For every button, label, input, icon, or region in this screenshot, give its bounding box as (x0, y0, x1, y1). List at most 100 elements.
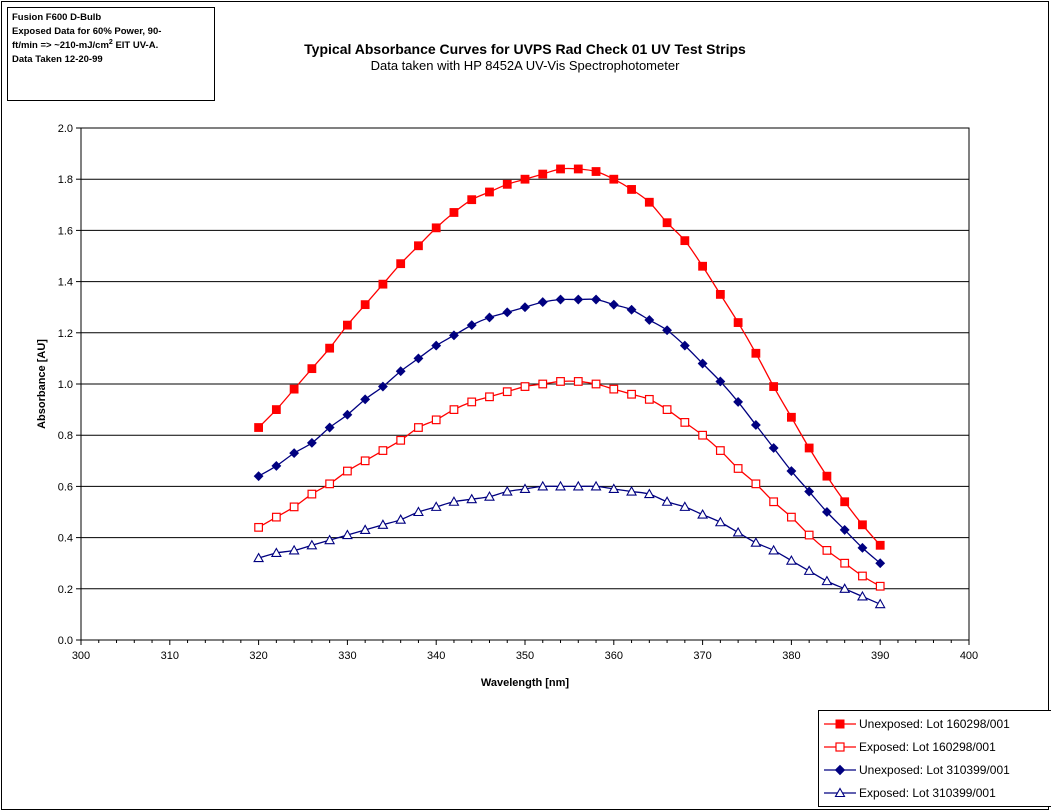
x-tick-label: 350 (516, 650, 534, 662)
data-point (591, 379, 601, 389)
data-point (537, 480, 549, 491)
x-tick-label: 310 (161, 650, 179, 662)
data-point (449, 330, 459, 341)
data-point (271, 512, 281, 522)
note-line-1: Fusion F600 D-Bulb (12, 12, 102, 23)
data-point (875, 540, 885, 550)
y-tick-label: 1.6 (58, 225, 73, 237)
data-point (414, 423, 423, 432)
series-line-2 (258, 298, 881, 564)
data-point (591, 167, 601, 176)
note-line-3-superscript: 2 (108, 38, 113, 46)
data-point (341, 529, 353, 540)
note-line-2: Exposed Data for 60% Power, 90- (12, 26, 162, 37)
data-point (431, 223, 441, 233)
data-point (573, 164, 583, 174)
data-point (324, 534, 336, 545)
data-point (325, 343, 335, 353)
data-point (751, 348, 761, 358)
x-tick-label: 300 (72, 650, 90, 662)
y-tick-label: 0.8 (58, 430, 73, 442)
data-point (414, 241, 423, 251)
data-point (733, 464, 743, 473)
data-point (289, 502, 299, 512)
data-point (270, 547, 282, 558)
data-point (502, 387, 512, 397)
data-point (715, 446, 725, 455)
text-box-note: Fusion F600 D-Bulb Exposed Data for 60% … (7, 7, 215, 101)
data-point (502, 307, 513, 318)
data-point (679, 501, 691, 511)
x-tick-label: 360 (605, 650, 623, 662)
data-point (359, 524, 371, 534)
data-point (412, 506, 424, 517)
data-point (556, 164, 565, 174)
chart-legend: Unexposed: Lot 160298/001 Exposed: Lot 1… (818, 710, 1051, 807)
x-tick-label: 320 (249, 650, 267, 662)
data-point (856, 590, 868, 601)
data-point (466, 320, 477, 331)
data-point (288, 544, 300, 555)
data-point (822, 545, 832, 555)
data-point (608, 299, 619, 310)
data-point (395, 514, 407, 524)
data-point (538, 379, 548, 389)
legend-filled-diamond-icon (824, 764, 856, 776)
data-point (608, 483, 620, 494)
data-point (501, 485, 513, 496)
data-point (875, 581, 885, 591)
legend-label: Exposed: Lot 310399/001 (859, 786, 996, 800)
x-tick-label: 340 (427, 650, 445, 662)
data-point (680, 418, 690, 427)
data-point (768, 544, 780, 555)
data-point (840, 558, 850, 568)
data-point (466, 493, 478, 504)
data-point (662, 325, 673, 336)
data-point (431, 415, 441, 425)
x-tick-label: 380 (782, 650, 800, 662)
data-point (787, 412, 796, 422)
data-point (307, 489, 317, 499)
data-point (377, 519, 389, 529)
data-point (342, 320, 352, 330)
y-tick-label: 0.2 (58, 584, 73, 596)
data-point (343, 466, 352, 476)
data-point (342, 409, 353, 420)
data-point (858, 520, 867, 530)
legend-label: Exposed: Lot 160298/001 (859, 740, 996, 754)
data-point (857, 542, 868, 553)
data-point (538, 169, 548, 179)
data-point (254, 522, 264, 532)
data-point (555, 294, 566, 305)
series-line-3 (258, 485, 881, 605)
data-point (271, 405, 281, 415)
y-axis-title: Absorbance [AU] (36, 339, 48, 429)
data-point (590, 480, 602, 491)
data-point (377, 381, 388, 392)
data-point (591, 294, 601, 305)
data-point (804, 530, 814, 540)
data-point (360, 456, 370, 466)
data-point (644, 197, 654, 207)
data-point (715, 376, 726, 387)
data-point (697, 508, 709, 519)
data-point (627, 185, 636, 194)
data-point (626, 485, 638, 496)
data-point (609, 174, 619, 184)
data-point (733, 318, 743, 327)
data-point (573, 294, 584, 305)
data-point (750, 537, 762, 547)
data-point (360, 394, 371, 405)
y-tick-label: 1.0 (58, 379, 73, 391)
data-point (662, 405, 672, 414)
data-point (697, 358, 708, 369)
data-point (750, 420, 761, 430)
y-tick-label: 0.4 (58, 533, 73, 545)
data-point (804, 443, 814, 453)
data-point (821, 575, 833, 586)
data-point (484, 312, 495, 323)
y-tick-label: 0.6 (58, 481, 73, 493)
data-point (786, 466, 797, 476)
